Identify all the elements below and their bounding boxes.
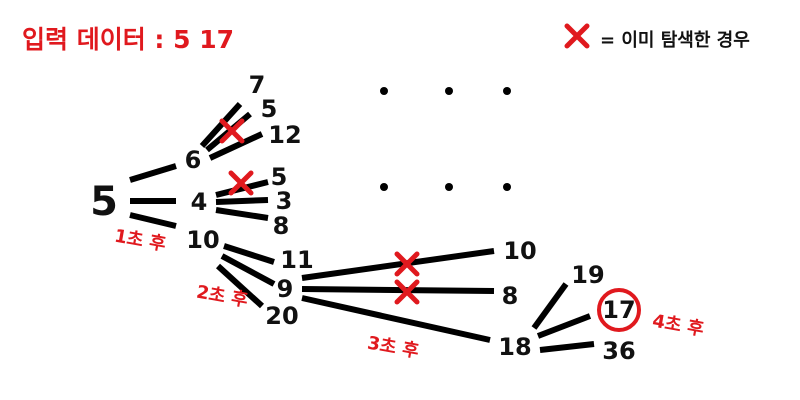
edge-4-5 — [215, 179, 269, 198]
visited-x-icon — [219, 118, 245, 144]
node-10: 10 — [186, 226, 220, 254]
edge-6-12 — [208, 131, 264, 161]
node-8: 8 — [272, 212, 290, 240]
node-8: 8 — [501, 282, 519, 310]
edge-18-19 — [531, 282, 569, 330]
edge-9-18 — [301, 295, 491, 343]
node-10: 10 — [503, 237, 537, 265]
visited-x-icon — [228, 170, 254, 196]
node-5: 5 — [270, 163, 288, 191]
edge-9-8 — [301, 286, 495, 294]
node-root: 5 — [90, 179, 118, 225]
edge-10-9 — [220, 253, 276, 287]
legend-x-icon — [564, 23, 590, 49]
node-19: 19 — [571, 261, 605, 289]
node-9: 9 — [276, 275, 294, 303]
node-17-target: 17 — [602, 296, 636, 324]
legend-text: = 이미 탐색한 경우 — [600, 30, 750, 51]
node-5: 5 — [260, 95, 278, 123]
ellipsis-dots — [380, 87, 511, 191]
visited-x-icon — [394, 279, 420, 305]
edge-5-10 — [129, 212, 177, 229]
edge-5-6 — [129, 163, 177, 183]
edge-9-10 — [301, 248, 495, 281]
edge-10-20 — [215, 263, 265, 309]
node-20: 20 — [265, 302, 299, 330]
edge-6-7 — [199, 101, 243, 149]
edge-4-8 — [215, 207, 269, 221]
edge-4-3 — [215, 197, 269, 205]
edge-10-11 — [223, 243, 275, 265]
node-12: 12 — [268, 121, 302, 149]
node-11: 11 — [280, 246, 314, 274]
edge-18-36 — [539, 341, 595, 353]
node-36: 36 — [602, 337, 636, 365]
node-7: 7 — [248, 71, 266, 99]
visited-x-icon — [394, 251, 420, 277]
node-4: 4 — [190, 188, 208, 216]
node-18: 18 — [498, 333, 532, 361]
page-title: 입력 데이터 : 5 17 — [22, 25, 234, 54]
edge-18-17 — [536, 313, 592, 339]
node-3: 3 — [275, 187, 293, 215]
node-6: 6 — [184, 146, 202, 174]
target-circle — [597, 288, 641, 332]
